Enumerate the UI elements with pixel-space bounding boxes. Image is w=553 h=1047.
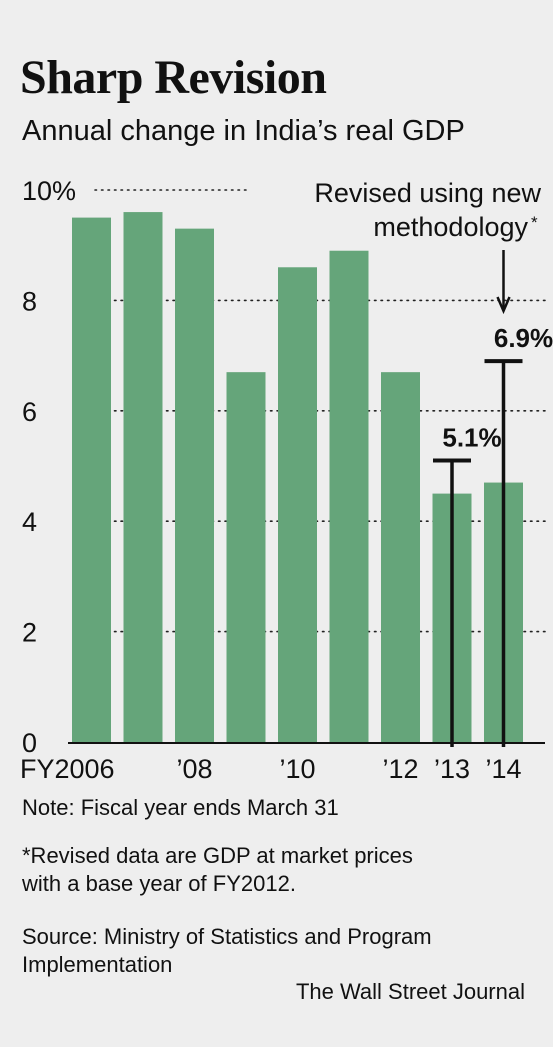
bar-’08	[175, 228, 214, 742]
revised-arrow-head	[496, 296, 511, 315]
bar-year-1	[123, 212, 163, 742]
revised-label-asterisk: *	[531, 213, 538, 232]
credit-wsj: The Wall Street Journal	[295, 979, 525, 1004]
revised-value-label-1: 6.9%	[494, 323, 553, 353]
note-fiscal-year: Note: Fiscal year ends March 31	[22, 795, 339, 820]
bar-year-5	[329, 250, 369, 742]
y-tick-label-2: 2	[22, 618, 37, 648]
y-tick-label-8: 8	[22, 286, 37, 316]
note-revised-line-2: with a base year of FY2012.	[22, 871, 296, 896]
bar-year-3	[226, 372, 266, 742]
revised-label-line-1: Revised using new	[314, 178, 541, 208]
note-source: Source: Ministry of Statistics and Progr…	[22, 923, 432, 979]
bar-chart: 0 2 4 6 8 10% FY2006 ’08 ’10 ’12 ’13 ’14 5.1% 6.9% Rev…	[20, 176, 553, 784]
revised-value-label-0: 5.1%	[442, 422, 501, 452]
bar-FY2006	[72, 217, 111, 743]
bar-’12	[381, 372, 420, 742]
note-revised-line-1: *Revised data are GDP at market prices	[22, 843, 413, 868]
bar-’10	[278, 267, 317, 742]
x-tick-label-7: ’13	[434, 754, 470, 784]
y-tick-label-10: 10%	[22, 176, 76, 206]
revised-label-line-2: methodology	[373, 212, 528, 242]
x-tick-label-0: FY2006	[20, 754, 115, 784]
chart-title: Sharp Revision	[20, 51, 327, 104]
x-tick-label-2: ’08	[176, 754, 212, 784]
y-tick-label-0: 0	[22, 728, 37, 758]
note-revised-data: *Revised data are GDP at market prices w…	[22, 842, 413, 898]
chart-subtitle: Annual change in India’s real GDP	[22, 115, 465, 147]
x-tick-label-4: ’10	[279, 754, 315, 784]
note-source-line-2: Implementation	[22, 952, 173, 977]
note-source-line-1: Source: Ministry of Statistics and Progr…	[22, 924, 432, 949]
x-tick-label-8: ’14	[485, 754, 521, 784]
y-tick-label-4: 4	[22, 507, 37, 537]
x-tick-label-6: ’12	[382, 754, 418, 784]
y-tick-label-6: 6	[22, 397, 37, 427]
